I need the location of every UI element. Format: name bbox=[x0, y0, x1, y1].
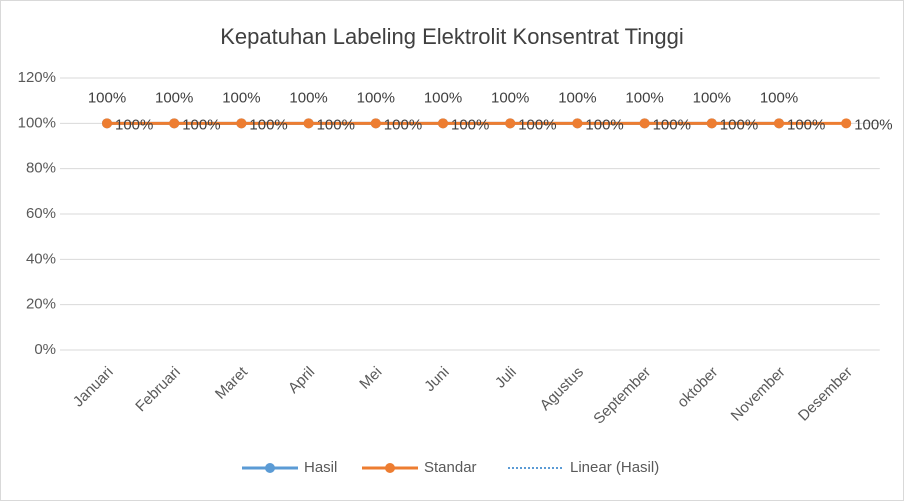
data-label: 100% bbox=[115, 116, 153, 133]
data-label: 100% bbox=[317, 116, 355, 133]
y-tick-label: 100% bbox=[18, 114, 56, 131]
legend-marker bbox=[265, 463, 275, 473]
data-label: 100% bbox=[182, 116, 220, 133]
chart-title: Kepatuhan Labeling Elektrolit Konsentrat… bbox=[220, 24, 684, 49]
data-label: 100% bbox=[88, 89, 126, 106]
data-label: 100% bbox=[653, 116, 691, 133]
data-label: 100% bbox=[760, 89, 798, 106]
marker bbox=[438, 118, 448, 129]
marker bbox=[236, 118, 247, 129]
data-label: 100% bbox=[357, 89, 395, 106]
marker bbox=[572, 118, 583, 129]
data-label: 100% bbox=[787, 116, 825, 133]
data-label: 100% bbox=[451, 116, 489, 133]
data-label: 100% bbox=[155, 89, 193, 106]
legend-label: Linear (Hasil) bbox=[570, 459, 659, 476]
marker bbox=[370, 118, 381, 129]
legend-label: Standar bbox=[424, 459, 477, 476]
y-tick-label: 20% bbox=[26, 296, 56, 313]
data-label: 100% bbox=[693, 89, 731, 106]
data-label: 100% bbox=[289, 89, 327, 106]
marker bbox=[774, 118, 784, 129]
data-label: 100% bbox=[720, 116, 758, 133]
data-label: 100% bbox=[518, 116, 556, 133]
marker bbox=[841, 118, 852, 129]
y-tick-label: 120% bbox=[18, 69, 56, 86]
data-label: 100% bbox=[558, 89, 596, 106]
marker bbox=[102, 118, 112, 129]
y-tick-label: 40% bbox=[26, 250, 56, 267]
y-tick-label: 0% bbox=[34, 341, 56, 358]
legend-marker bbox=[385, 463, 395, 473]
marker bbox=[639, 118, 650, 129]
data-label: 100% bbox=[491, 89, 529, 106]
marker bbox=[169, 118, 180, 129]
legend-label: Hasil bbox=[304, 459, 337, 476]
data-label: 100% bbox=[249, 116, 287, 133]
data-label: 100% bbox=[222, 89, 260, 106]
marker bbox=[505, 118, 516, 129]
data-label: 100% bbox=[384, 116, 422, 133]
data-label: 100% bbox=[585, 116, 623, 133]
data-label: 100% bbox=[854, 116, 892, 133]
data-label: 100% bbox=[625, 89, 663, 106]
marker bbox=[706, 118, 717, 129]
y-tick-label: 60% bbox=[26, 205, 56, 222]
marker bbox=[303, 118, 314, 129]
y-tick-label: 80% bbox=[26, 160, 56, 177]
data-label: 100% bbox=[424, 89, 462, 106]
